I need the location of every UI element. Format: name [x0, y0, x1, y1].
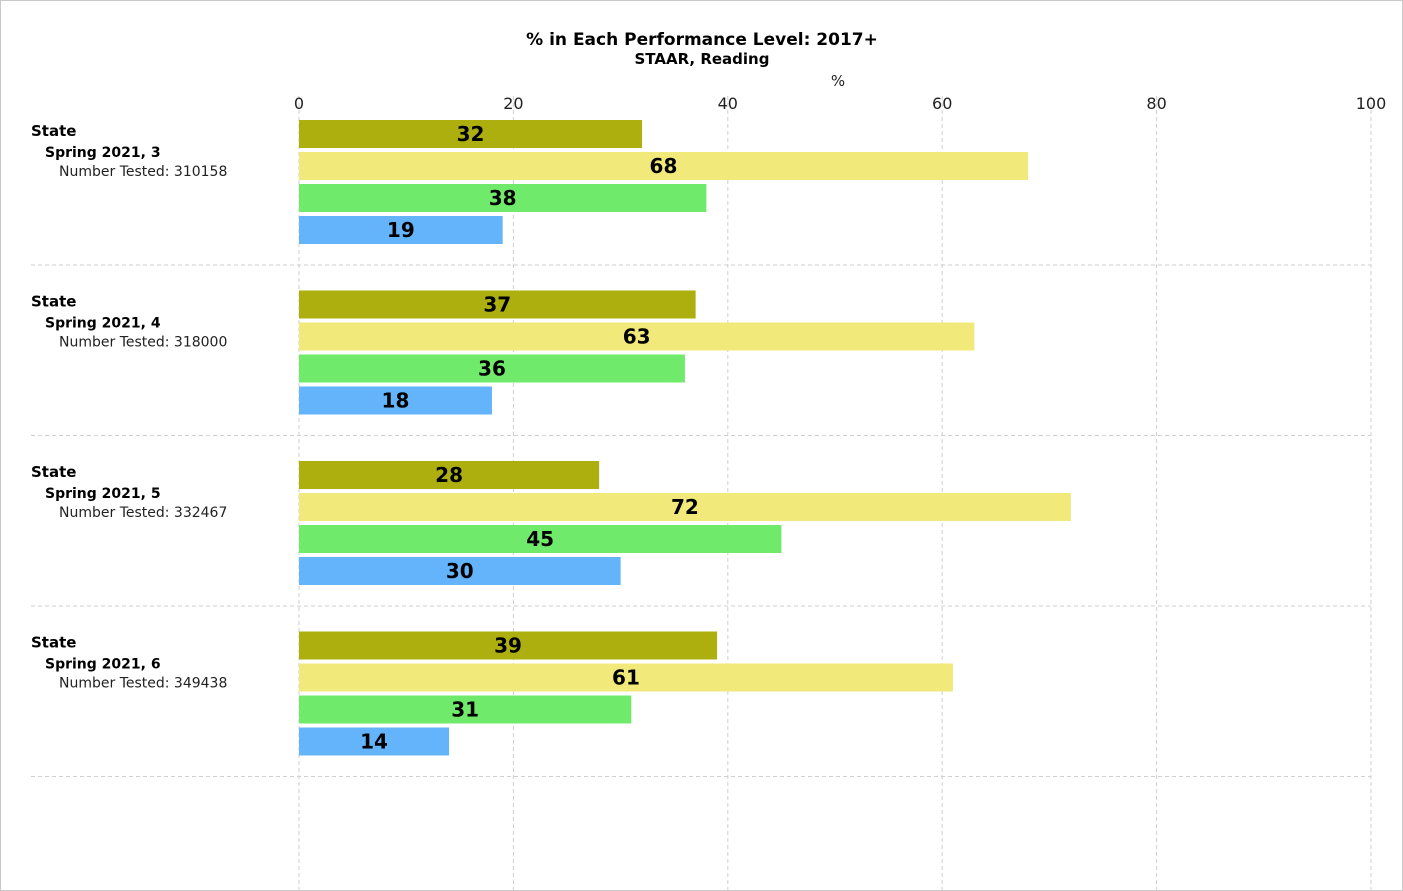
- bar: [299, 727, 450, 756]
- bar: [299, 120, 643, 148]
- group-sublabel: Spring 2021, 4: [45, 316, 161, 332]
- bar-value-label: 61: [612, 666, 640, 690]
- number-tested-label: Number Tested: 310158: [59, 164, 227, 180]
- chart-subtitle: STAAR, Reading: [635, 50, 770, 68]
- bar-value-label: 18: [382, 389, 410, 413]
- x-tick-label: 80: [1146, 94, 1166, 113]
- bar: [299, 493, 1071, 521]
- bar: [299, 557, 621, 585]
- bar-value-label: 14: [360, 730, 388, 754]
- bar-value-label: 45: [526, 527, 554, 551]
- x-tick-label: 60: [932, 94, 952, 113]
- bar: [299, 525, 782, 553]
- bar: [299, 184, 707, 212]
- bar-value-label: 63: [623, 325, 651, 349]
- group-separators: [31, 264, 1371, 777]
- group-label: State: [31, 122, 76, 140]
- x-axis-ticks: 0 20 40 60 80 100: [294, 94, 1386, 113]
- x-tick-label: 0: [294, 94, 304, 113]
- bar-value-label: 37: [483, 293, 511, 317]
- number-tested-label: Number Tested: 332467: [59, 505, 227, 521]
- bars: 32 68 38 19 37 63 36 18 28 72 45 30 39 61 31 14: [299, 120, 1071, 756]
- bar-value-label: 39: [494, 634, 522, 658]
- x-tick-label: 40: [718, 94, 738, 113]
- bar: [299, 695, 632, 724]
- x-axis-label: %: [831, 72, 845, 90]
- bar-value-label: 72: [671, 495, 699, 519]
- bar: [299, 354, 685, 383]
- bar: [299, 322, 975, 351]
- bar: [299, 631, 718, 660]
- bar: [299, 290, 696, 319]
- bar-value-label: 31: [451, 698, 479, 722]
- bar-value-label: 30: [446, 559, 474, 583]
- x-tick-label: 100: [1356, 94, 1387, 113]
- bar-value-label: 32: [457, 122, 485, 146]
- bar-value-label: 36: [478, 357, 506, 381]
- bar-value-label: 38: [489, 186, 517, 210]
- number-tested-label: Number Tested: 318000: [59, 335, 227, 351]
- group-label: State: [31, 293, 76, 311]
- group-sublabel: Spring 2021, 6: [45, 657, 161, 673]
- x-tick-label: 20: [503, 94, 523, 113]
- bar: [299, 461, 600, 489]
- chart-title: % in Each Performance Level: 2017+: [526, 30, 878, 50]
- bar-value-label: 68: [650, 154, 678, 178]
- group-sublabel: Spring 2021, 5: [45, 486, 161, 502]
- group-sublabel: Spring 2021, 3: [45, 145, 161, 161]
- group-label: State: [31, 634, 76, 652]
- bar-value-label: 28: [435, 463, 463, 487]
- bar: [299, 216, 503, 244]
- bar: [299, 663, 953, 692]
- bar-value-label: 19: [387, 218, 415, 242]
- number-tested-label: Number Tested: 349438: [59, 676, 227, 692]
- group-label: State: [31, 463, 76, 481]
- bar: [299, 152, 1028, 180]
- bar: [299, 386, 492, 415]
- group-labels: State Spring 2021, 3 Number Tested: 310158…: [31, 122, 227, 692]
